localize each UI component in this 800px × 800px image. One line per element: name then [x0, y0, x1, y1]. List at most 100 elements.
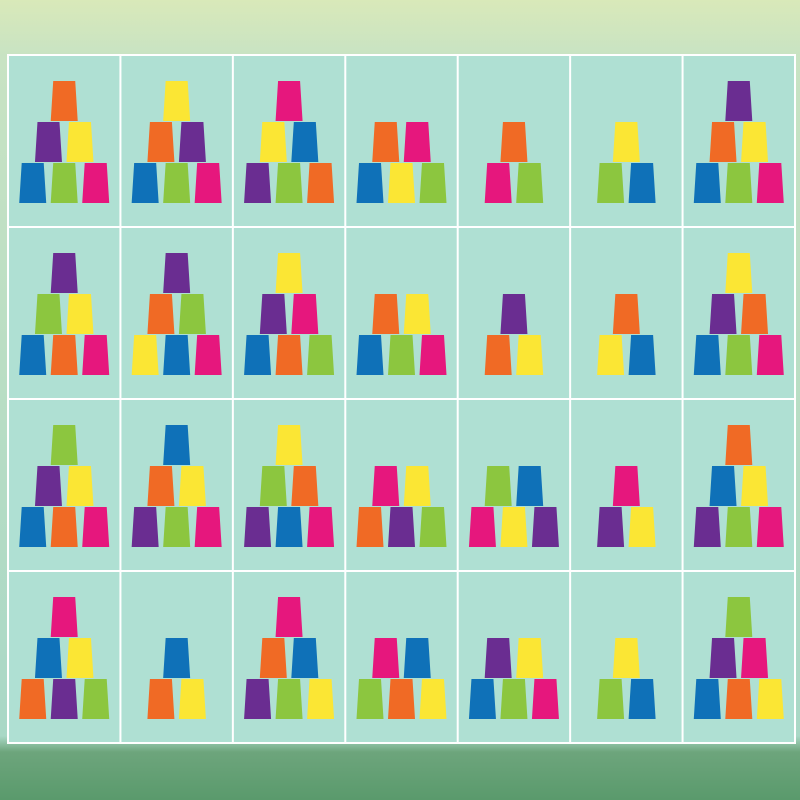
cup [34, 122, 62, 162]
cup [628, 507, 656, 547]
cup [725, 425, 753, 465]
cup [275, 425, 303, 465]
cup [291, 294, 319, 334]
cup [741, 638, 769, 678]
cup [356, 507, 384, 547]
cup [628, 679, 656, 719]
cup [291, 638, 319, 678]
cup [356, 163, 384, 203]
cup-stack [484, 122, 544, 203]
cup [307, 335, 335, 375]
cup-stack [131, 425, 222, 547]
cup-stack [693, 597, 784, 719]
cup [403, 294, 431, 334]
cup [66, 466, 94, 506]
cup [531, 679, 559, 719]
cup [163, 163, 191, 203]
cup [259, 294, 287, 334]
cup [693, 163, 721, 203]
cup [516, 163, 544, 203]
cup [597, 163, 625, 203]
cup-stack [597, 638, 656, 719]
cup [388, 679, 415, 719]
cup-stack [244, 81, 335, 203]
cup [50, 507, 78, 547]
cup [34, 294, 62, 334]
cup-stack [356, 466, 447, 547]
cup [484, 638, 512, 678]
cup [244, 507, 272, 547]
cup [131, 335, 159, 375]
cup-stack [244, 253, 335, 375]
cup [741, 294, 769, 334]
cup-stack [356, 638, 447, 719]
cup-stack [356, 294, 447, 375]
cup [19, 335, 47, 375]
cup [725, 597, 753, 637]
cup [259, 466, 287, 506]
cup [500, 122, 528, 162]
cup [50, 81, 78, 121]
cup-stack [19, 425, 110, 547]
cup [66, 294, 94, 334]
cup [372, 122, 400, 162]
cup [194, 163, 222, 203]
cup-stack [693, 253, 784, 375]
cup [693, 335, 721, 375]
cup [131, 163, 159, 203]
cup [163, 253, 191, 293]
cup [725, 335, 753, 375]
cup [147, 466, 175, 506]
cup [419, 335, 447, 375]
grid [8, 55, 795, 743]
cup [163, 638, 191, 678]
cup [82, 163, 110, 203]
cup [756, 507, 784, 547]
cup [194, 335, 222, 375]
cup [19, 679, 47, 719]
cup [275, 335, 303, 375]
cup [372, 638, 400, 678]
cup [612, 466, 640, 506]
cup [531, 507, 559, 547]
cup-stack [147, 638, 206, 719]
cup-stack [131, 81, 222, 203]
cup-stack [131, 253, 222, 375]
cup-stack [244, 597, 335, 719]
cup-stack [356, 122, 447, 203]
cup-stack [693, 81, 784, 203]
cup [163, 81, 191, 121]
cup [194, 507, 222, 547]
cup [50, 679, 78, 719]
cup-stack [468, 638, 559, 719]
cup [628, 163, 656, 203]
cup-stack [244, 425, 335, 547]
cup [34, 466, 62, 506]
cup [725, 163, 753, 203]
cup [178, 466, 206, 506]
cup [725, 507, 753, 547]
cup [484, 163, 512, 203]
cup [307, 679, 335, 719]
cup [388, 507, 415, 547]
cup [516, 638, 544, 678]
cup [307, 507, 335, 547]
cup [66, 122, 94, 162]
cup [709, 294, 737, 334]
cup [163, 335, 191, 375]
cup [693, 507, 721, 547]
cup [628, 335, 656, 375]
cup [50, 253, 78, 293]
cup [82, 507, 110, 547]
cup [275, 81, 303, 121]
cup [388, 335, 415, 375]
cup [291, 466, 319, 506]
cup [756, 679, 784, 719]
cup [178, 679, 206, 719]
cup [516, 466, 544, 506]
cup-stack [597, 466, 656, 547]
cup [356, 679, 384, 719]
cup [244, 163, 272, 203]
cup [244, 679, 272, 719]
